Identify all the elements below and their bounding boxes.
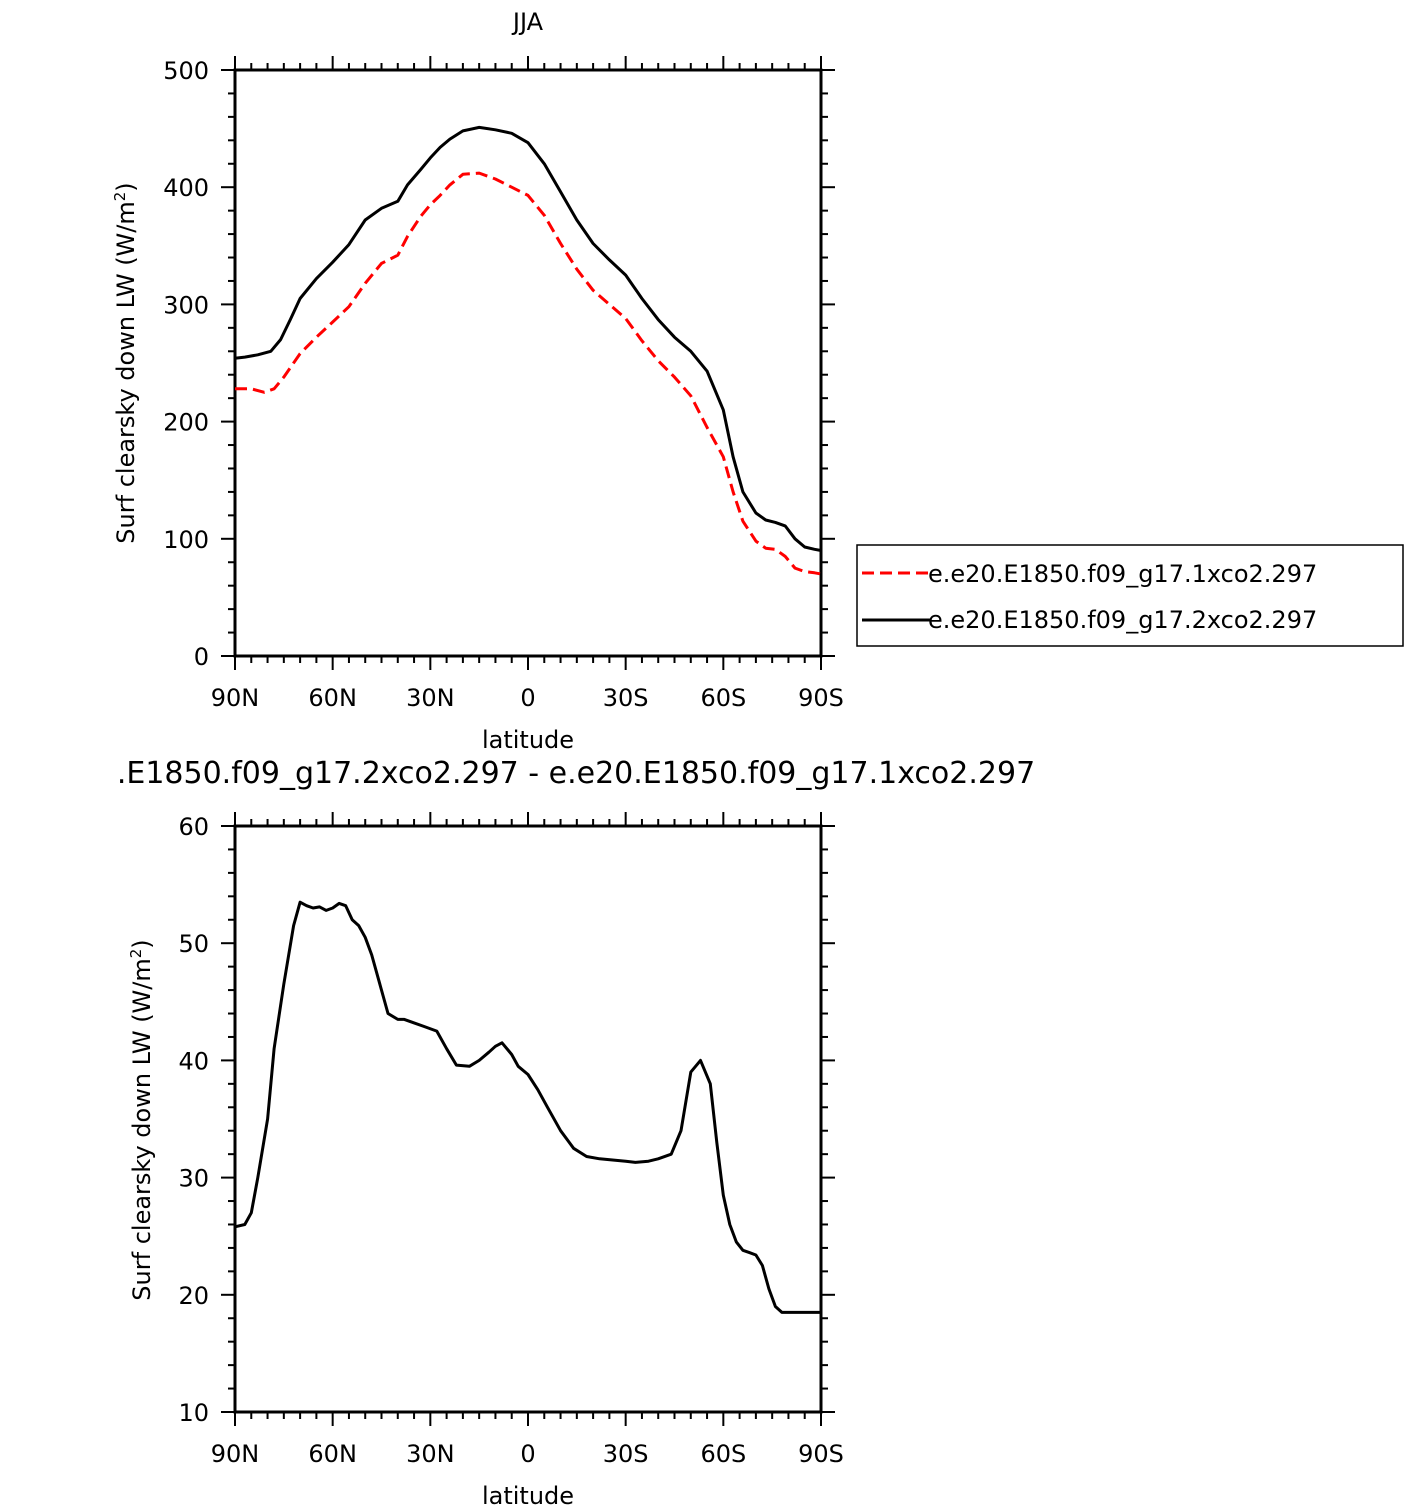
x-tick-label: 60S (700, 684, 746, 712)
x-tick-label: 30S (603, 684, 649, 712)
x-axis-label: latitude (482, 726, 574, 754)
y-tick-label: 50 (178, 930, 209, 958)
y-tick-label: 0 (194, 643, 209, 671)
y-tick-label: 40 (178, 1047, 209, 1075)
x-tick-label: 30N (406, 684, 455, 712)
y-tick-label: 100 (163, 526, 209, 554)
x-tick-label: 60N (308, 684, 357, 712)
plot-area: 90N 60N 30N 0 30S 60S 90S 0 100 200 300 400 500 (163, 56, 844, 712)
y-axis-label-main: Surf clearsky down LW (W/m (112, 201, 140, 543)
x-tick-label: 60N (308, 1440, 357, 1468)
y-tick-label: 10 (178, 1399, 209, 1427)
legend-box (856, 544, 1404, 647)
y-tick-label: 200 (163, 409, 209, 437)
plot-frame (233, 824, 823, 1414)
y-tick-label: 300 (163, 291, 209, 319)
x-tick-label: 90N (211, 1440, 260, 1468)
x-tick-label: 90S (798, 1440, 844, 1468)
y-axis-label: Surf clearsky down LW (W/m2) (127, 939, 156, 1300)
x-tick-label: 60S (700, 1440, 746, 1468)
x-tick-label: 30N (406, 1440, 455, 1468)
series-line-1 (235, 171, 822, 576)
y-tick-label: 60 (178, 813, 209, 841)
x-tick-label: 0 (520, 1440, 535, 1468)
x-tick-label: 0 (520, 684, 535, 712)
bottom-panel: .E1850.f09_g17.2xco2.297 - e.e20.E1850.f… (117, 756, 1035, 1510)
legend-label-series-2: e.e20.E1850.f09_g17.2xco2.297 (928, 606, 1317, 634)
x-tick-label: 30S (603, 1440, 649, 1468)
y-axis-label-close: ) (112, 182, 140, 191)
chart-title: JJA (511, 8, 544, 36)
y-axis-label: Surf clearsky down LW (W/m2) (111, 182, 140, 543)
x-axis-label: latitude (482, 1482, 574, 1510)
legend: e.e20.E1850.f09_g17.1xco2.297 e.e20.E185… (856, 544, 1404, 647)
series-line-2 (234, 125, 822, 552)
chart-title: .E1850.f09_g17.2xco2.297 - e.e20.E1850.f… (117, 756, 1035, 791)
x-tick-label: 90S (798, 684, 844, 712)
y-tick-label: 400 (163, 174, 209, 202)
plot-frame (233, 68, 823, 658)
y-axis-label-sup: 2 (127, 949, 145, 959)
y-axis-label-close: ) (128, 939, 156, 948)
y-tick-label: 30 (178, 1165, 209, 1193)
series-line-1 (234, 900, 821, 1314)
y-axis-label-main: Surf clearsky down LW (W/m (128, 958, 156, 1300)
legend-label-series-1: e.e20.E1850.f09_g17.1xco2.297 (928, 560, 1317, 588)
top-panel: JJA 90N 60N 30N 0 30S 60S 90S0100200300400500 … (111, 8, 1404, 754)
plot-area: 90N 60N 30N 0 30S 60S 90S 10 20 30 40 50 60 (178, 812, 844, 1468)
x-tick-label: 90N (211, 684, 260, 712)
y-tick-label: 20 (178, 1282, 209, 1310)
y-tick-label: 500 (163, 57, 209, 85)
y-axis-label-sup: 2 (111, 192, 129, 202)
